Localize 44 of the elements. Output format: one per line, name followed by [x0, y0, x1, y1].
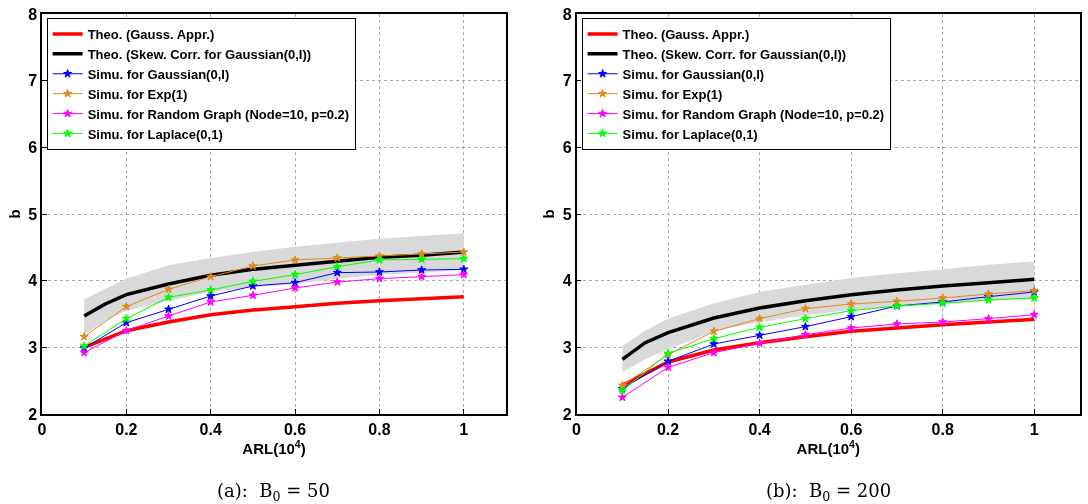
y-tick-label: 7: [28, 72, 38, 90]
x-tick-label: 0: [572, 420, 582, 438]
legend-label: Theo. (Skew. Corr. for Gaussian(0,I)): [87, 46, 312, 62]
x-tick-label: 0.8: [368, 420, 391, 438]
y-tick-label: 5: [28, 205, 38, 223]
legend-label: Simu. for Exp(1): [87, 86, 188, 102]
y-tick-label: 8: [28, 5, 38, 23]
legend-label: Simu. for Laplace(0,1): [87, 126, 223, 142]
text: (b): B$_{0}$ = 200: [766, 480, 892, 504]
legend-label: Simu. for Random Graph (Node=10, p=0.2): [87, 106, 350, 122]
y-tick-label: 3: [562, 338, 572, 356]
y-tick-label: 7: [562, 72, 572, 90]
x-tick-label: 0: [37, 420, 47, 438]
legend-label: Theo. (Skew. Corr. for Gaussian(0,I)): [622, 46, 847, 62]
y-tick-label: 6: [28, 138, 38, 156]
y-tick-label: 2: [28, 405, 38, 423]
x-tick-label: 0.8: [931, 420, 954, 438]
x-tick-label: 1: [459, 420, 469, 438]
text: (a): B$_{0}$ = 50: [217, 480, 330, 504]
x-tick-label: 0.2: [115, 420, 138, 438]
legend-label: Simu. for Exp(1): [622, 86, 723, 102]
y-tick-label: 4: [28, 272, 38, 290]
y-tick-label: 6: [562, 138, 572, 156]
y-tick-label: 4: [562, 272, 572, 290]
legend-label: Simu. for Random Graph (Node=10, p=0.2): [622, 106, 885, 122]
x-tick-label: 0.4: [199, 420, 222, 438]
x-tick-label: 0.2: [656, 420, 680, 438]
x-tick-label: 0.6: [283, 420, 307, 438]
y-axis-title: b: [5, 209, 23, 219]
legend-label: Simu. for Gaussian(0,I): [87, 66, 230, 82]
x-tick-label: 1: [1029, 420, 1039, 438]
x-axis-title: ARL(10$^{4}$): [242, 437, 306, 458]
y-tick-label: 3: [28, 338, 38, 356]
y-axis-title: b: [540, 209, 558, 219]
x-tick-label: 0.4: [748, 420, 771, 438]
y-tick-label: 8: [562, 5, 572, 23]
x-tick-label: 0.6: [840, 420, 863, 438]
y-tick-label: 2: [562, 405, 572, 423]
legend-label: Theo. (Gauss. Appr.): [87, 27, 215, 43]
y-tick-label: 5: [562, 205, 572, 223]
legend-label: Simu. for Laplace(0,1): [622, 126, 758, 142]
legend-label: Simu. for Gaussian(0,I): [622, 66, 765, 82]
x-axis-title: ARL(10$^{4}$): [796, 437, 860, 458]
legend-label: Theo. (Gauss. Appr.): [622, 27, 750, 43]
